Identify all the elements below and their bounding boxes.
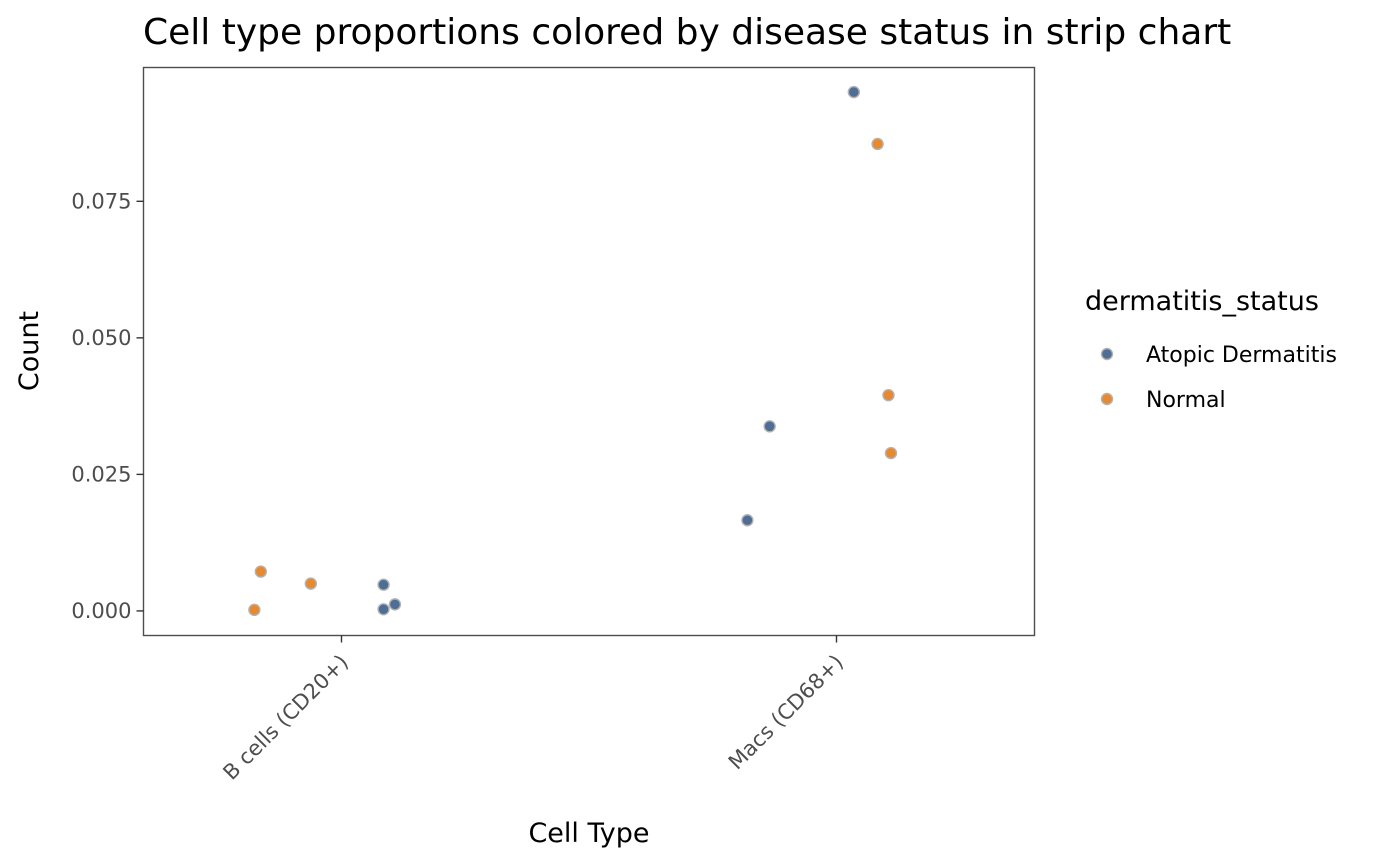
data-point — [882, 388, 895, 402]
data-point — [763, 420, 776, 433]
chart-title: Cell type proportions colored by disease… — [143, 12, 1231, 53]
data-point — [871, 137, 884, 151]
y-axis: 0.000 0.025 0.050 0.075 — [71, 189, 144, 623]
y-axis-title: Count — [14, 311, 45, 391]
data-point — [377, 603, 390, 616]
data-point — [884, 446, 898, 460]
data-point — [254, 565, 268, 578]
y-tick-label: 0.025 — [71, 462, 131, 486]
data-points — [248, 85, 898, 617]
legend-key — [1100, 392, 1114, 406]
plot-panel — [142, 66, 1036, 637]
data-point — [377, 578, 390, 591]
data-point — [847, 85, 861, 99]
data-point — [388, 598, 402, 611]
y-tick-label: 0.050 — [71, 326, 131, 350]
legend-key — [1100, 347, 1114, 361]
x-axis: B cells (CD20+) Macs (CD68+) — [218, 635, 848, 785]
legend-title: dermatitis_status — [1085, 286, 1319, 317]
y-tick-label: 0.075 — [71, 189, 131, 213]
x-tick-label: B cells (CD20+) — [218, 650, 353, 785]
x-axis-title: Cell Type — [528, 818, 649, 849]
data-point — [304, 577, 318, 590]
legend-label: Normal — [1146, 388, 1226, 413]
data-point — [741, 514, 754, 527]
legend: dermatitis_status Atopic Dermatitis Norma… — [1085, 286, 1337, 413]
legend-label: Atopic Dermatitis — [1146, 343, 1337, 368]
x-tick-label: Macs (CD68+) — [724, 650, 848, 774]
data-point — [248, 603, 261, 617]
y-tick-label: 0.000 — [71, 599, 131, 623]
